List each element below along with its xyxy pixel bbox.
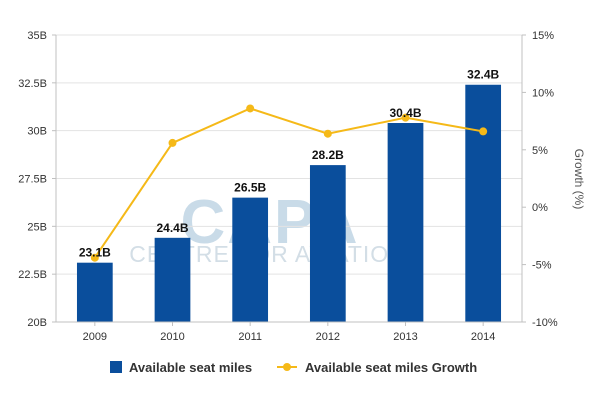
left-axis-tick-label: 32.5B [18, 78, 47, 90]
left-axis-tick-label: 27.5B [18, 174, 47, 186]
legend-swatch-bar [110, 361, 122, 373]
left-axis-tick-label: 35B [27, 30, 47, 42]
growth-line-series [90, 104, 488, 262]
growth-point [168, 138, 177, 147]
x-axis-tick-label: 2009 [83, 331, 107, 343]
x-axis: 2009 2010 2011 2012 2013 2014 [56, 321, 522, 343]
bar-available-seat-miles [465, 84, 502, 322]
left-axis-tick-label: 20B [27, 317, 47, 329]
bar-data-label: 26.5B [234, 181, 266, 195]
bar-available-seat-miles [387, 123, 424, 322]
right-axis: -10% -5% 0% 5% 10% 15% [521, 30, 558, 329]
x-axis-tick-label: 2011 [238, 331, 262, 343]
gridlines [56, 34, 522, 275]
right-axis-tick-label: -10% [532, 317, 558, 329]
left-axis-tick-label: 22.5B [18, 269, 47, 281]
bar-data-label: 23.1B [79, 246, 111, 260]
growth-point [90, 253, 99, 262]
legend-swatch-point [283, 363, 291, 371]
bar-available-seat-miles [232, 197, 269, 322]
x-axis-tick-label: 2010 [160, 331, 184, 343]
x-axis-tick-label: 2012 [316, 331, 340, 343]
left-axis-tick-label: 25B [27, 221, 47, 233]
growth-point [323, 129, 332, 138]
x-axis-tick-label: 2014 [471, 331, 495, 343]
bar-data-label: 28.2B [312, 148, 344, 162]
growth-point [401, 113, 410, 122]
bar-data-label: 24.4B [156, 221, 188, 235]
bar-series [76, 84, 502, 322]
growth-line [94, 107, 484, 259]
left-axis-tick-label: 30B [27, 126, 47, 138]
legend-label-available-seat-miles: Available seat miles [129, 360, 252, 375]
bar-data-label: 30.4B [389, 106, 421, 120]
left-axis: 20B 22.5B 25B 27.5B 30B 32.5B 35B [18, 30, 57, 329]
bar-data-label: 32.4B [467, 68, 499, 82]
x-axis-tick-label: 2013 [393, 331, 417, 343]
right-axis-tick-label: 0% [532, 202, 548, 214]
growth-point [479, 127, 488, 136]
bar-available-seat-miles [154, 237, 191, 322]
right-axis-tick-label: 5% [532, 145, 548, 157]
right-axis-tick-label: 15% [532, 30, 554, 42]
right-axis-title: Growth (%) [572, 149, 586, 210]
legend-item-growth: Available seat miles Growth [277, 360, 477, 375]
legend-label-growth: Available seat miles Growth [305, 360, 477, 375]
bar-available-seat-miles [309, 165, 346, 322]
bar-available-seat-miles [76, 262, 113, 322]
right-axis-tick-label: -5% [532, 260, 552, 272]
legend-item-available-seat-miles: Available seat miles [110, 360, 252, 375]
growth-point [246, 104, 255, 113]
legend: Available seat miles Available seat miles… [110, 360, 477, 375]
right-axis-tick-label: 10% [532, 87, 554, 99]
data-labels: 23.1B 24.4B 26.5B 28.2B 30.4B 32.4B [79, 68, 500, 260]
